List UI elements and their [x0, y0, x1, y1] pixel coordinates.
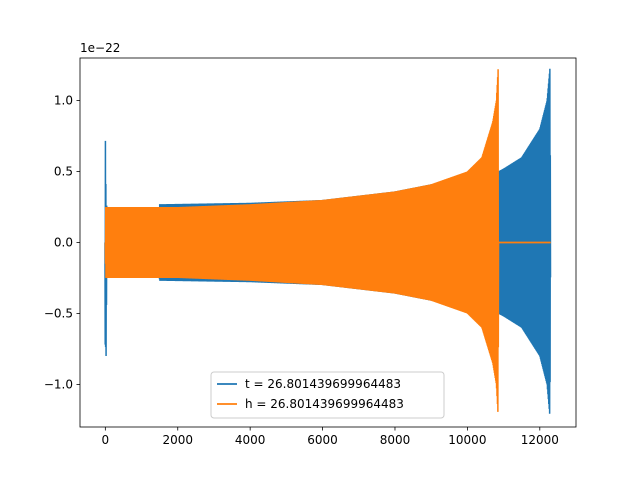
legend-label: h = 26.801439699964483	[245, 397, 404, 411]
legend: t = 26.801439699964483 h = 26.80143969996…	[210, 371, 445, 419]
y-axis: −1.0 −0.5 0.0 0.5 1.0	[44, 94, 80, 391]
y-tick-label: −0.5	[44, 306, 73, 320]
y-tick-label: 0.0	[54, 236, 73, 250]
y-tick-label: −1.0	[44, 377, 73, 391]
x-tick-label: 4000	[235, 433, 266, 447]
y-tick-label: 1.0	[54, 94, 73, 108]
plot-area	[104, 68, 552, 414]
legend-box	[210, 371, 445, 419]
x-tick-label: 6000	[307, 433, 338, 447]
x-tick-label: 8000	[380, 433, 411, 447]
y-offset-text: 1e−22	[80, 41, 120, 55]
y-tick-label: 0.5	[54, 165, 73, 179]
x-tick-label: 12000	[521, 433, 559, 447]
legend-label: t = 26.801439699964483	[245, 377, 401, 391]
x-tick-label: 10000	[448, 433, 486, 447]
series-line-h	[104, 69, 551, 412]
x-axis: 0 2000 4000 6000 8000 10000 12000	[102, 427, 559, 447]
x-tick-label: 0	[102, 433, 110, 447]
x-tick-label: 2000	[162, 433, 193, 447]
